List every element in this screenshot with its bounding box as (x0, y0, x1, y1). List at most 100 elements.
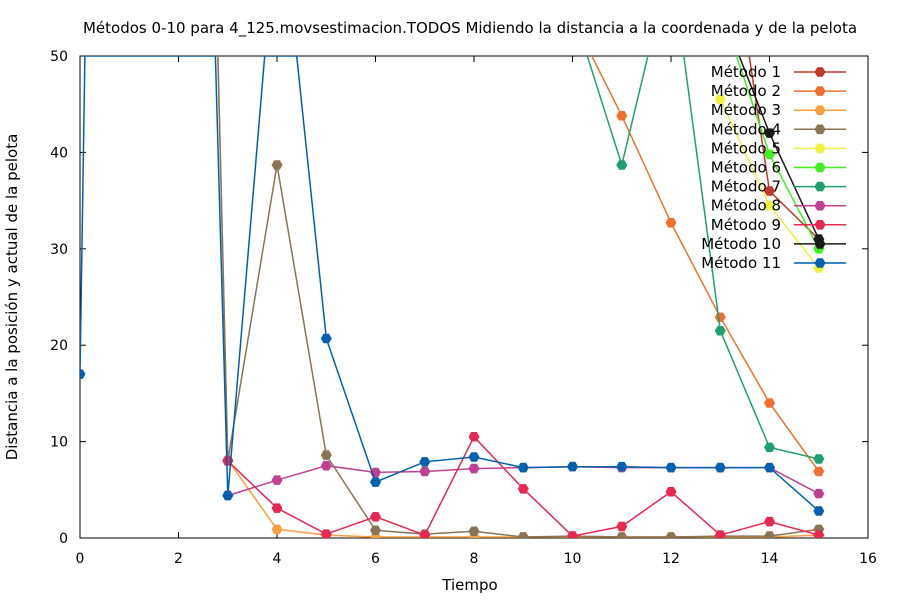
y-tick-label: 10 (50, 435, 68, 451)
data-point (665, 218, 677, 228)
legend-swatch-marker (814, 86, 826, 96)
data-point (320, 460, 332, 471)
data-point (764, 516, 775, 527)
data-point (517, 532, 529, 538)
data-point (616, 521, 628, 532)
legend-label: Método 1 (711, 63, 781, 81)
legend-label: Método 2 (711, 82, 781, 100)
data-point (468, 463, 480, 474)
data-point (665, 462, 677, 473)
x-tick-label: 6 (371, 551, 380, 567)
x-tick-label: 2 (174, 551, 183, 567)
x-axis-label: Tiempo (441, 576, 497, 594)
x-tick-label: 0 (76, 551, 85, 567)
data-point (567, 531, 578, 538)
data-point (714, 462, 726, 473)
series-line (80, 56, 820, 512)
data-point (813, 506, 825, 516)
data-point (271, 475, 283, 485)
data-point (567, 461, 578, 472)
legend-label: Método 4 (711, 120, 781, 138)
legend-label: Método 6 (711, 159, 781, 177)
data-point (764, 200, 775, 211)
data-point (370, 525, 381, 536)
x-tick-label: 10 (564, 551, 582, 567)
data-point (468, 432, 480, 442)
data-point (714, 530, 726, 538)
y-tick-label: 50 (50, 49, 68, 65)
data-point (370, 477, 381, 487)
data-point (714, 326, 726, 336)
legend-label: Método 3 (711, 101, 781, 119)
legend-label: Método 10 (701, 235, 781, 253)
legend-label: Método 11 (701, 254, 781, 272)
series-2 (591, 56, 825, 477)
data-point (419, 466, 431, 477)
data-point (813, 466, 825, 477)
x-tick-label: 14 (761, 551, 779, 567)
data-point (320, 333, 332, 344)
data-point (468, 452, 480, 462)
legend-swatch-marker (814, 200, 826, 211)
data-point (419, 457, 431, 467)
y-axis-label: Distancia a la posición y actual de la p… (3, 134, 21, 461)
axis-ticks: 0 2 4 6 8 10 12 14 16 0 10 20 30 40 50 (50, 49, 877, 567)
data-point (764, 531, 775, 538)
series-line (591, 56, 820, 472)
data-point (271, 503, 283, 513)
legend-swatch-marker (814, 67, 826, 77)
data-point (616, 160, 628, 170)
data-point (517, 462, 529, 473)
series-line (586, 56, 819, 460)
data-point (665, 487, 677, 497)
data-point (764, 398, 775, 408)
legend-swatch-marker (814, 239, 826, 249)
legend-label: Método 7 (711, 178, 781, 196)
data-point (616, 111, 628, 121)
data-point (468, 526, 480, 536)
x-tick-label: 12 (662, 551, 680, 567)
data-point (419, 530, 431, 538)
y-tick-label: 30 (50, 242, 68, 258)
data-point (813, 454, 825, 464)
legend-swatch-marker (814, 143, 826, 154)
data-point (813, 530, 825, 538)
legend-swatch-marker (814, 162, 826, 173)
data-point (764, 442, 775, 453)
legend-swatch-marker (814, 105, 826, 115)
x-tick-label: 4 (273, 551, 282, 567)
series-layer (80, 56, 825, 538)
data-point (616, 532, 628, 538)
series-line (217, 56, 819, 538)
data-point (665, 532, 677, 538)
legend-swatch-marker (814, 124, 826, 135)
y-tick-label: 0 (59, 531, 68, 547)
data-point (320, 529, 332, 538)
data-point (320, 450, 332, 460)
data-point (764, 462, 775, 473)
legend-label: Método 5 (711, 139, 781, 157)
data-point (271, 160, 283, 170)
series-9 (222, 432, 825, 538)
data-point (764, 149, 775, 160)
data-point (222, 490, 234, 501)
data-point (714, 312, 726, 322)
data-point (616, 461, 628, 472)
data-point (370, 512, 381, 522)
series-7 (586, 56, 825, 464)
y-tick-label: 20 (50, 338, 68, 354)
y-tick-label: 40 (50, 145, 68, 161)
data-point (80, 369, 86, 379)
x-tick-label: 8 (470, 551, 479, 567)
data-point (271, 524, 283, 535)
data-point (764, 186, 775, 196)
chart-title: Métodos 0-10 para 4_125.movsestimacion.T… (83, 19, 857, 38)
data-point (764, 128, 775, 138)
legend-swatch-marker (814, 258, 826, 268)
series-11 (80, 56, 825, 516)
data-point (517, 484, 529, 494)
x-tick-label: 16 (859, 551, 877, 567)
legend-swatch-marker (814, 181, 826, 192)
